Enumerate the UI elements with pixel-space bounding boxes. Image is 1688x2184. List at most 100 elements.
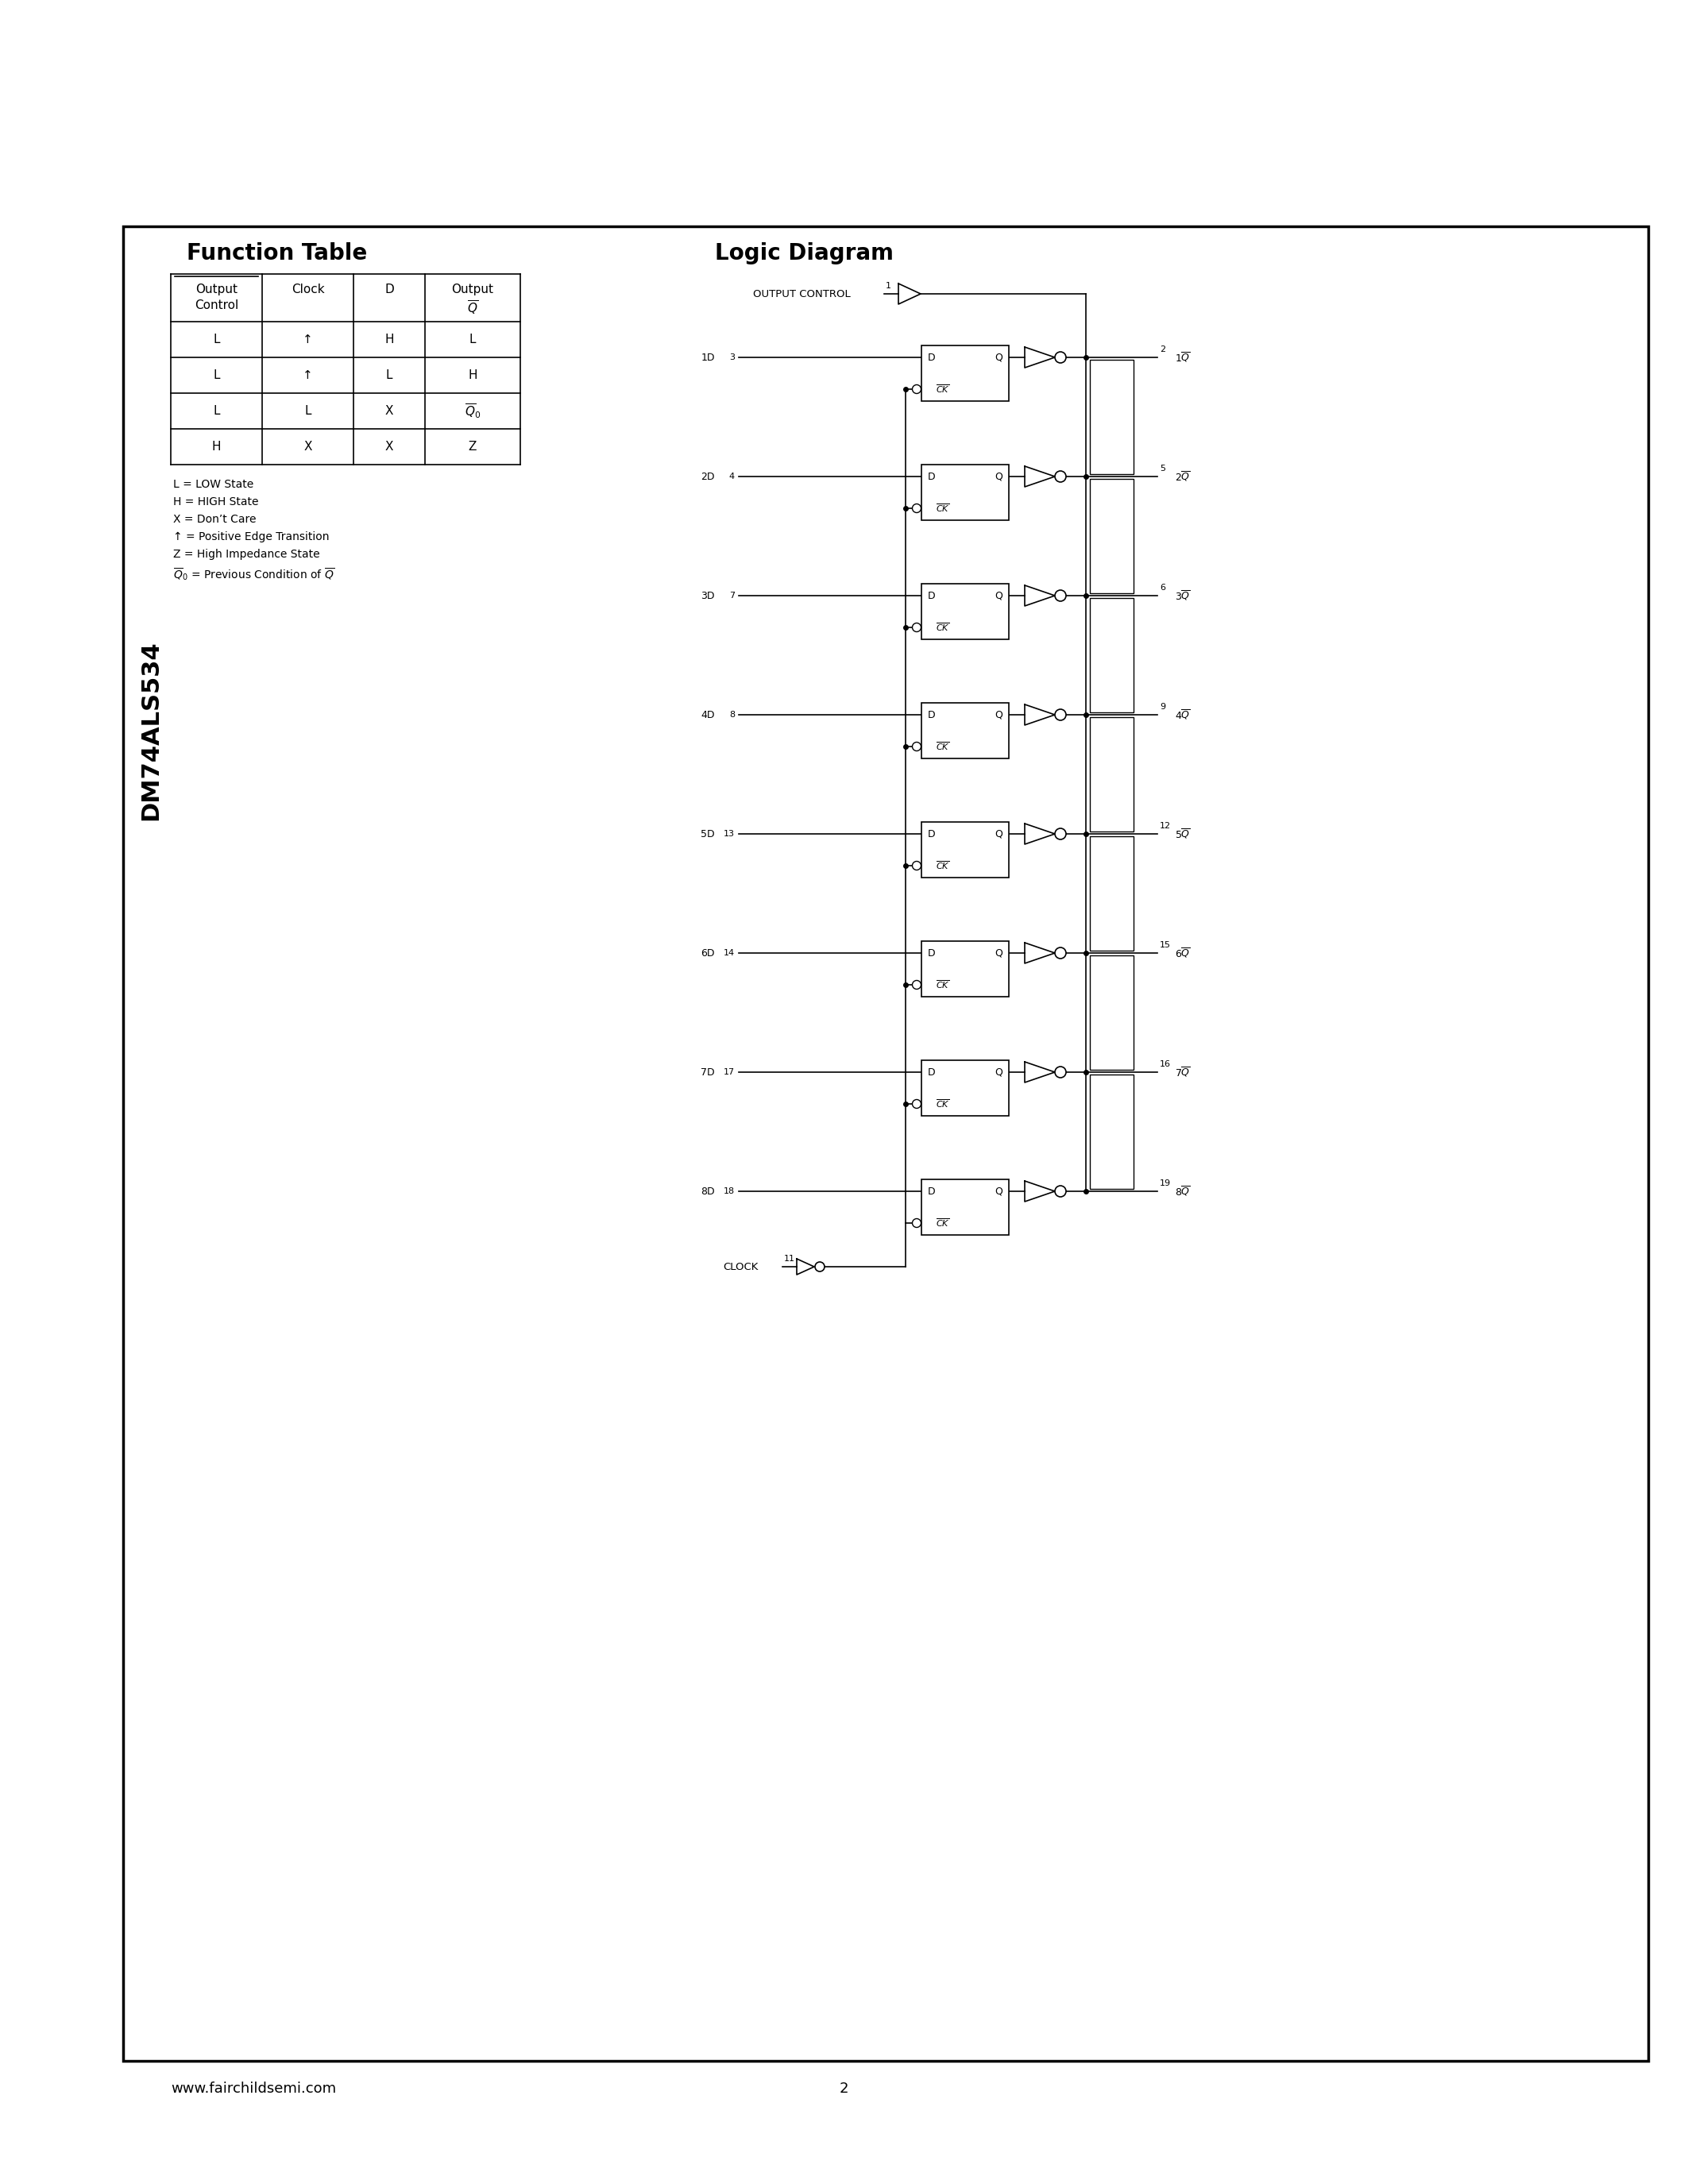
Text: Z = High Impedance State: Z = High Impedance State <box>174 548 319 559</box>
Bar <box>922 1179 1009 1234</box>
Text: Control: Control <box>194 299 238 312</box>
Text: 8: 8 <box>729 710 734 719</box>
Text: 13: 13 <box>724 830 734 839</box>
Text: L = LOW State: L = LOW State <box>174 478 253 489</box>
Text: 4$\overline{Q}$: 4$\overline{Q}$ <box>1175 708 1190 721</box>
Text: Q: Q <box>994 590 1003 601</box>
Text: 2D: 2D <box>701 472 716 483</box>
Text: D: D <box>928 352 935 363</box>
Circle shape <box>1055 948 1067 959</box>
Circle shape <box>1055 352 1067 363</box>
Text: X: X <box>385 441 393 452</box>
Circle shape <box>912 981 922 989</box>
Bar <box>1090 954 1134 1070</box>
Bar <box>1090 1075 1134 1188</box>
Text: 19: 19 <box>1160 1179 1171 1188</box>
Bar <box>922 465 1009 520</box>
Text: 3$\overline{Q}$: 3$\overline{Q}$ <box>1175 590 1190 603</box>
Circle shape <box>1055 1186 1067 1197</box>
Circle shape <box>912 384 922 393</box>
Text: ↑ = Positive Edge Transition: ↑ = Positive Edge Transition <box>174 531 329 542</box>
Text: OUTPUT CONTROL: OUTPUT CONTROL <box>753 288 851 299</box>
Text: $\overline{CK}$: $\overline{CK}$ <box>935 502 950 513</box>
Text: 3D: 3D <box>701 590 716 601</box>
Bar <box>922 941 1009 996</box>
Text: Function Table: Function Table <box>187 242 368 264</box>
Text: $\overline{CK}$: $\overline{CK}$ <box>935 978 950 992</box>
Bar <box>1090 360 1134 474</box>
Text: 5D: 5D <box>701 828 716 839</box>
Text: 7: 7 <box>729 592 734 601</box>
Text: H: H <box>468 369 478 382</box>
Text: $\overline{CK}$: $\overline{CK}$ <box>935 622 950 633</box>
Text: DM74ALS534: DM74ALS534 <box>140 640 162 821</box>
Circle shape <box>912 743 922 751</box>
Text: 1$\overline{Q}$: 1$\overline{Q}$ <box>1175 352 1190 365</box>
Text: 5: 5 <box>1160 465 1165 472</box>
Text: 7D: 7D <box>701 1068 716 1077</box>
Text: 11: 11 <box>783 1256 795 1262</box>
Text: 16: 16 <box>1160 1059 1171 1068</box>
Circle shape <box>1055 590 1067 601</box>
Bar <box>922 583 1009 640</box>
Circle shape <box>1055 710 1067 721</box>
Bar <box>1090 478 1134 594</box>
Text: 14: 14 <box>724 950 734 957</box>
Text: 3: 3 <box>729 354 734 360</box>
Text: $\overline{CK}$: $\overline{CK}$ <box>935 1216 950 1230</box>
Text: Q: Q <box>994 710 1003 721</box>
Text: Q: Q <box>994 352 1003 363</box>
Text: Q: Q <box>994 1068 1003 1077</box>
Text: 6: 6 <box>1160 583 1165 592</box>
Text: 18: 18 <box>724 1188 734 1195</box>
Text: CLOCK: CLOCK <box>722 1262 758 1271</box>
Text: ↑: ↑ <box>302 369 312 382</box>
Text: Logic Diagram: Logic Diagram <box>716 242 893 264</box>
Text: D: D <box>928 590 935 601</box>
Text: 5$\overline{Q}$: 5$\overline{Q}$ <box>1175 828 1190 841</box>
Circle shape <box>1055 472 1067 483</box>
Text: D: D <box>928 948 935 959</box>
Text: 2$\overline{Q}$: 2$\overline{Q}$ <box>1175 470 1190 483</box>
Text: X = Don’t Care: X = Don’t Care <box>174 513 257 524</box>
Text: 17: 17 <box>724 1068 734 1077</box>
Text: 4D: 4D <box>701 710 716 721</box>
Text: Q: Q <box>994 828 1003 839</box>
Text: H = HIGH State: H = HIGH State <box>174 496 258 507</box>
Text: $\overline{CK}$: $\overline{CK}$ <box>935 860 950 871</box>
Text: L: L <box>213 369 219 382</box>
Text: D: D <box>928 710 935 721</box>
Circle shape <box>912 1099 922 1107</box>
Text: Q: Q <box>994 1186 1003 1197</box>
Text: 7$\overline{Q}$: 7$\overline{Q}$ <box>1175 1066 1190 1079</box>
Bar <box>922 703 1009 758</box>
Text: 6D: 6D <box>701 948 716 959</box>
Text: X: X <box>385 404 393 417</box>
Text: www.fairchildsemi.com: www.fairchildsemi.com <box>170 2081 336 2097</box>
Text: L: L <box>387 369 393 382</box>
Text: D: D <box>928 472 935 483</box>
Circle shape <box>912 860 922 869</box>
Circle shape <box>1055 828 1067 839</box>
Text: 1: 1 <box>886 282 891 290</box>
Bar <box>922 345 1009 402</box>
Text: 1D: 1D <box>701 352 716 363</box>
Text: Q: Q <box>994 948 1003 959</box>
Text: X: X <box>304 441 312 452</box>
Text: H: H <box>385 334 393 345</box>
Text: Output: Output <box>452 284 493 295</box>
Text: D: D <box>928 1186 935 1197</box>
Text: 6$\overline{Q}$: 6$\overline{Q}$ <box>1175 946 1190 959</box>
Text: ↑: ↑ <box>302 334 312 345</box>
Circle shape <box>815 1262 824 1271</box>
Text: D: D <box>385 284 393 295</box>
Circle shape <box>912 622 922 631</box>
Bar <box>1090 716 1134 832</box>
Circle shape <box>1055 1066 1067 1077</box>
Text: 8$\overline{Q}$: 8$\overline{Q}$ <box>1175 1184 1190 1197</box>
Text: L: L <box>213 334 219 345</box>
Text: 12: 12 <box>1160 821 1171 830</box>
Bar <box>1090 598 1134 712</box>
Text: L: L <box>213 404 219 417</box>
Bar <box>123 227 1647 2062</box>
